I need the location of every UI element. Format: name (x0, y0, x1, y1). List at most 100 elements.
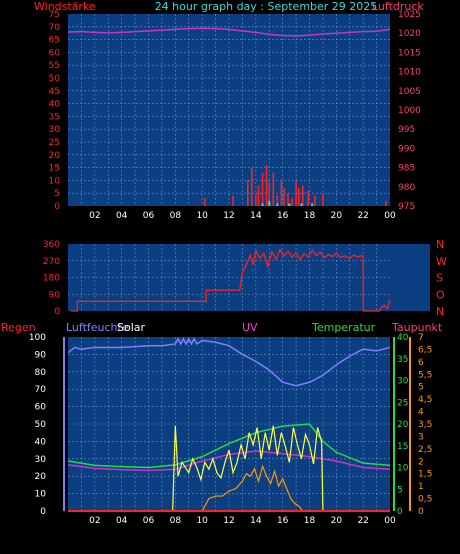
time-tick-label: 02 (89, 211, 100, 221)
wind-tick-label: 25 (49, 138, 60, 148)
humidity-tick-label: 90 (35, 350, 47, 360)
wind-tick-label: 50 (49, 74, 61, 84)
chart-title: 24 hour graph day : September 29 2025 (155, 0, 378, 13)
wind-pressure-grid (68, 14, 390, 206)
compass-tick-label: N (436, 305, 444, 318)
pressure-line (67, 27, 391, 37)
pressure-tick-label: 1005 (398, 87, 421, 97)
humidity-tick-label: 40 (35, 437, 47, 447)
compass-tick-label: O (436, 288, 445, 301)
pressure-tick-label: 975 (398, 202, 415, 212)
time-tick-label: 12 (223, 516, 234, 526)
wind-pressure-series (67, 27, 391, 206)
temperature-tick-label: 40 (397, 333, 409, 343)
pressure-tick-label: 1010 (398, 68, 421, 78)
time-tick-label: 14 (250, 516, 262, 526)
uv-tick-label: 6,5 (418, 345, 432, 355)
compass-tick-label: W (436, 255, 447, 268)
time-tick-label: 18 (304, 516, 316, 526)
uv-tick-label: 3 (418, 432, 424, 442)
uv-tick-label: 5 (418, 383, 424, 393)
uv-tick-label: 0 (418, 507, 424, 517)
temperature-tick-label: 20 (397, 420, 409, 430)
humidity-tick-label: 70 (35, 385, 47, 395)
wind-tick-label: 45 (49, 87, 60, 97)
uv-tick-label: 4,5 (418, 395, 432, 405)
wind-tick-label: 55 (49, 61, 60, 71)
pressure-tick-label: 1000 (398, 106, 421, 116)
time-tick-label: 08 (170, 516, 182, 526)
temperature-tick-label: 15 (397, 442, 408, 452)
humidity-tick-label: 0 (40, 507, 46, 517)
wind-tick-label: 75 (49, 10, 60, 20)
uv-tick-label: 3,5 (418, 420, 432, 430)
time-tick-label: 10 (196, 211, 208, 221)
humidity-line (67, 337, 391, 387)
uv-tick-label: 6 (418, 358, 424, 368)
time-tick-label: 20 (331, 516, 343, 526)
time-tick-label: 06 (143, 516, 155, 526)
pressure-tick-label: 1015 (398, 48, 421, 58)
wind-tick-label: 30 (49, 125, 61, 135)
uv-tick-label: 0,5 (418, 495, 432, 505)
wind-tick-label: 60 (49, 48, 61, 58)
uv-line (188, 464, 390, 512)
humidity-tick-label: 60 (35, 403, 47, 413)
wind-tick-label: 0 (54, 202, 60, 212)
temperature-tick-label: 30 (397, 377, 409, 387)
time-tick-label: 00 (384, 516, 396, 526)
climate-series (67, 337, 391, 512)
time-tick-label: 18 (304, 211, 316, 221)
humidity-tick-label: 100 (29, 333, 46, 343)
climate-grid (68, 337, 390, 511)
dewpoint-line (67, 450, 391, 472)
pressure-tick-label: 985 (398, 164, 415, 174)
time-tick-label: 04 (116, 516, 128, 526)
climate-tick-labels: 02 04 06 08 10 12 14 16 18 20 22 000102030405060708… (29, 333, 433, 526)
compass-tick-label: N (436, 238, 444, 251)
uv-tick-label: 4 (418, 408, 424, 418)
wind-direction-line (70, 248, 391, 312)
time-tick-label: 12 (223, 211, 234, 221)
temperature-tick-label: 25 (397, 398, 408, 408)
uv-tick-label: 2 (418, 457, 424, 467)
humidity-tick-label: 30 (35, 455, 47, 465)
legend-regen: Regen (1, 321, 36, 334)
humidity-tick-label: 80 (35, 368, 47, 378)
direction-tick-label: 360 (43, 240, 60, 250)
wind-tick-label: 40 (49, 100, 61, 110)
time-tick-label: 22 (357, 211, 368, 221)
wind-tick-label: 70 (49, 23, 61, 33)
legend-solar: Solar (117, 321, 146, 334)
time-tick-label: 04 (116, 211, 128, 221)
time-tick-label: 14 (250, 211, 262, 221)
temperature-tick-label: 10 (397, 464, 409, 474)
pressure-tick-label: 995 (398, 125, 415, 135)
uv-tick-label: 1,5 (418, 470, 432, 480)
solar-line (168, 425, 390, 512)
direction-tick-label: 0 (54, 307, 60, 317)
time-tick-label: 00 (384, 211, 396, 221)
legend-temperatur: Temperatur (311, 321, 376, 334)
temperature-line (67, 423, 391, 469)
temperature-tick-label: 5 (397, 485, 403, 495)
temperature-tick-label: 35 (397, 355, 408, 365)
time-tick-label: 20 (331, 211, 343, 221)
pressure-tick-label: 1025 (398, 10, 421, 20)
pressure-tick-label: 1020 (398, 29, 421, 39)
wind-tick-label: 35 (49, 112, 60, 122)
humidity-tick-label: 10 (35, 490, 47, 500)
wind-tick-label: 65 (49, 36, 60, 46)
pressure-axis-title: Luftdruck (372, 0, 424, 13)
legend-luftfeuchte: Luftfeuchte (66, 321, 129, 334)
time-tick-label: 16 (277, 516, 289, 526)
wind-axis-title: Windstärke (34, 0, 96, 13)
wind-tick-label: 15 (49, 164, 60, 174)
time-tick-label: 10 (196, 516, 208, 526)
legend-uv: UV (242, 321, 258, 334)
uv-tick-label: 1 (418, 482, 424, 492)
wind-pressure-tick-labels: 02 04 06 08 10 12 14 16 18 20 22 000510152025303540… (49, 10, 422, 221)
direction-tick-label: 180 (43, 274, 60, 284)
